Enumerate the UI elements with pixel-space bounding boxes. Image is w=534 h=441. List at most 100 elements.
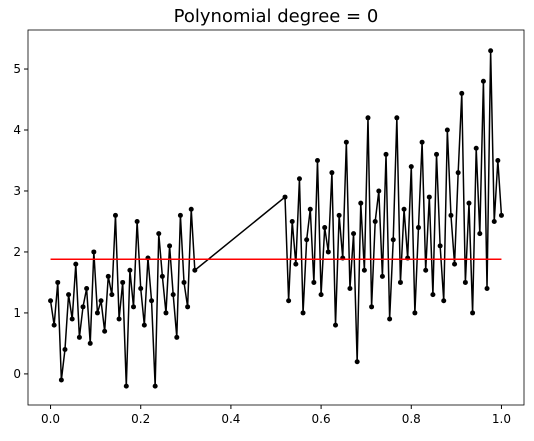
data-point <box>498 212 504 218</box>
data-point <box>426 194 432 200</box>
data-point <box>152 383 158 389</box>
data-point <box>372 218 378 224</box>
data-point <box>361 267 367 273</box>
data-point <box>412 310 418 316</box>
data-point <box>466 200 472 206</box>
data-point <box>448 212 454 218</box>
data-point <box>462 279 468 285</box>
data-point <box>55 279 61 285</box>
data-point <box>141 322 147 328</box>
data-point <box>156 231 162 237</box>
data-point <box>390 237 396 243</box>
data-point <box>314 157 320 163</box>
data-point <box>304 237 310 243</box>
y-tick-label: 0 <box>13 367 21 381</box>
data-point <box>397 279 403 285</box>
data-point <box>480 78 486 84</box>
data-point <box>452 261 458 267</box>
data-point <box>163 310 169 316</box>
y-tick-label: 5 <box>13 62 21 76</box>
data-point <box>318 292 324 298</box>
data-point <box>76 334 82 340</box>
data-point <box>159 273 165 279</box>
data-point <box>470 310 476 316</box>
data-point <box>477 231 483 237</box>
data-point <box>333 322 339 328</box>
data-point <box>51 322 57 328</box>
data-point <box>437 243 443 249</box>
data-point <box>149 298 155 304</box>
data-point <box>138 286 144 292</box>
data-point <box>62 347 68 353</box>
data-point <box>408 164 414 170</box>
x-tick-label: 1.0 <box>492 412 511 426</box>
data-point <box>441 298 447 304</box>
data-point <box>311 279 317 285</box>
data-point <box>87 340 93 346</box>
data-point <box>358 200 364 206</box>
data-point <box>430 292 436 298</box>
data-point <box>69 316 75 322</box>
data-point <box>354 359 360 365</box>
x-tick-label: 0.8 <box>402 412 421 426</box>
data-point <box>491 218 497 224</box>
data-point <box>84 286 90 292</box>
data-point <box>170 292 176 298</box>
data-point <box>174 334 180 340</box>
data-point <box>415 225 421 231</box>
data-point <box>181 279 187 285</box>
data-point <box>343 139 349 145</box>
data-point <box>325 249 331 255</box>
data-point <box>444 127 450 133</box>
data-point <box>336 212 342 218</box>
data-point <box>329 170 335 176</box>
data-point <box>473 145 479 151</box>
data-point <box>131 304 137 310</box>
y-tick-label: 1 <box>13 306 21 320</box>
data-point <box>73 261 79 267</box>
data-point <box>80 304 86 310</box>
data-point <box>98 298 104 304</box>
data-point <box>112 212 118 218</box>
data-point <box>434 151 440 157</box>
data-point <box>48 298 54 304</box>
data-point <box>120 279 126 285</box>
data-point <box>66 292 72 298</box>
chart-title: Polynomial degree = 0 <box>174 6 379 27</box>
data-point <box>495 157 501 163</box>
data-point <box>379 273 385 279</box>
data-point <box>484 286 490 292</box>
data-point <box>91 249 97 255</box>
data-point <box>387 316 393 322</box>
data-point <box>488 48 494 54</box>
data-point <box>293 261 299 267</box>
data-point <box>296 176 302 182</box>
data-point <box>192 267 198 273</box>
data-point <box>188 206 194 212</box>
data-point <box>102 328 108 334</box>
data-point <box>177 212 183 218</box>
data-point <box>383 151 389 157</box>
data-point <box>123 383 129 389</box>
plot-frame <box>27 29 525 406</box>
y-tick-label: 4 <box>13 123 21 137</box>
data-point <box>282 194 288 200</box>
data-point <box>369 304 375 310</box>
y-tick-label: 3 <box>13 184 21 198</box>
x-tick-label: 0.6 <box>312 412 331 426</box>
data-point <box>351 231 357 237</box>
data-point <box>394 115 400 121</box>
x-tick-label: 0.0 <box>41 412 60 426</box>
data-point <box>105 273 111 279</box>
data-point <box>401 206 407 212</box>
data-point <box>185 304 191 310</box>
data-point <box>109 292 115 298</box>
x-tick-label: 0.2 <box>131 412 150 426</box>
data-point <box>455 170 461 176</box>
y-tick-label: 2 <box>13 245 21 259</box>
data-point <box>289 218 295 224</box>
data-point <box>300 310 306 316</box>
data-point <box>58 377 64 383</box>
data-point <box>347 286 353 292</box>
